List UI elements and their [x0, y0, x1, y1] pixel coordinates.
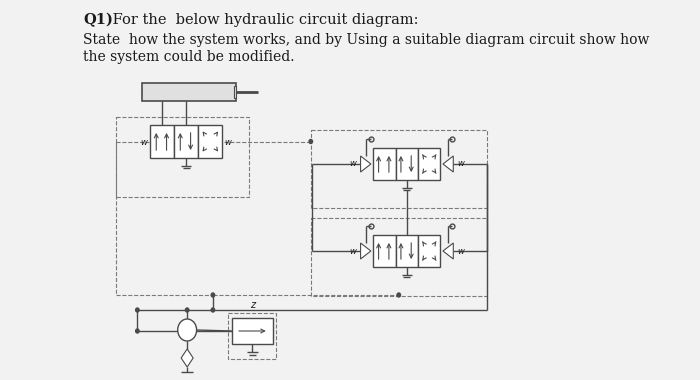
Bar	[418, 148, 440, 180]
Circle shape	[136, 308, 139, 312]
Text: w: w	[224, 138, 231, 147]
Bar	[418, 235, 440, 267]
Text: w: w	[349, 160, 356, 168]
Text: w: w	[458, 160, 465, 168]
Bar	[141, 83, 236, 101]
Text: Q1): Q1)	[83, 13, 113, 27]
Text: w: w	[458, 247, 465, 255]
Circle shape	[136, 329, 139, 333]
Bar	[373, 235, 395, 267]
Circle shape	[397, 293, 400, 297]
Bar	[150, 125, 174, 158]
Text: For the  below hydraulic circuit diagram:: For the below hydraulic circuit diagram:	[108, 13, 419, 27]
Circle shape	[211, 293, 215, 297]
Polygon shape	[360, 243, 371, 259]
Bar	[395, 235, 418, 267]
Circle shape	[178, 319, 197, 341]
Bar	[116, 117, 249, 197]
Circle shape	[186, 308, 189, 312]
Bar	[228, 313, 276, 359]
Text: z: z	[250, 300, 255, 310]
Text: State  how the system works, and by Using a suitable diagram circuit show how: State how the system works, and by Using…	[83, 33, 650, 47]
Bar	[311, 130, 486, 208]
Bar	[373, 148, 395, 180]
Bar	[198, 125, 223, 158]
Bar	[395, 148, 418, 180]
Text: w: w	[140, 138, 147, 147]
Polygon shape	[443, 156, 454, 172]
Polygon shape	[443, 243, 454, 259]
Bar	[232, 318, 273, 344]
Text: w: w	[349, 247, 356, 255]
Bar	[174, 125, 198, 158]
Polygon shape	[181, 349, 193, 367]
Circle shape	[309, 139, 312, 144]
Text: the system could be modified.: the system could be modified.	[83, 50, 295, 64]
Bar	[311, 218, 486, 296]
Circle shape	[211, 308, 215, 312]
Bar	[234, 86, 236, 98]
Polygon shape	[360, 156, 371, 172]
